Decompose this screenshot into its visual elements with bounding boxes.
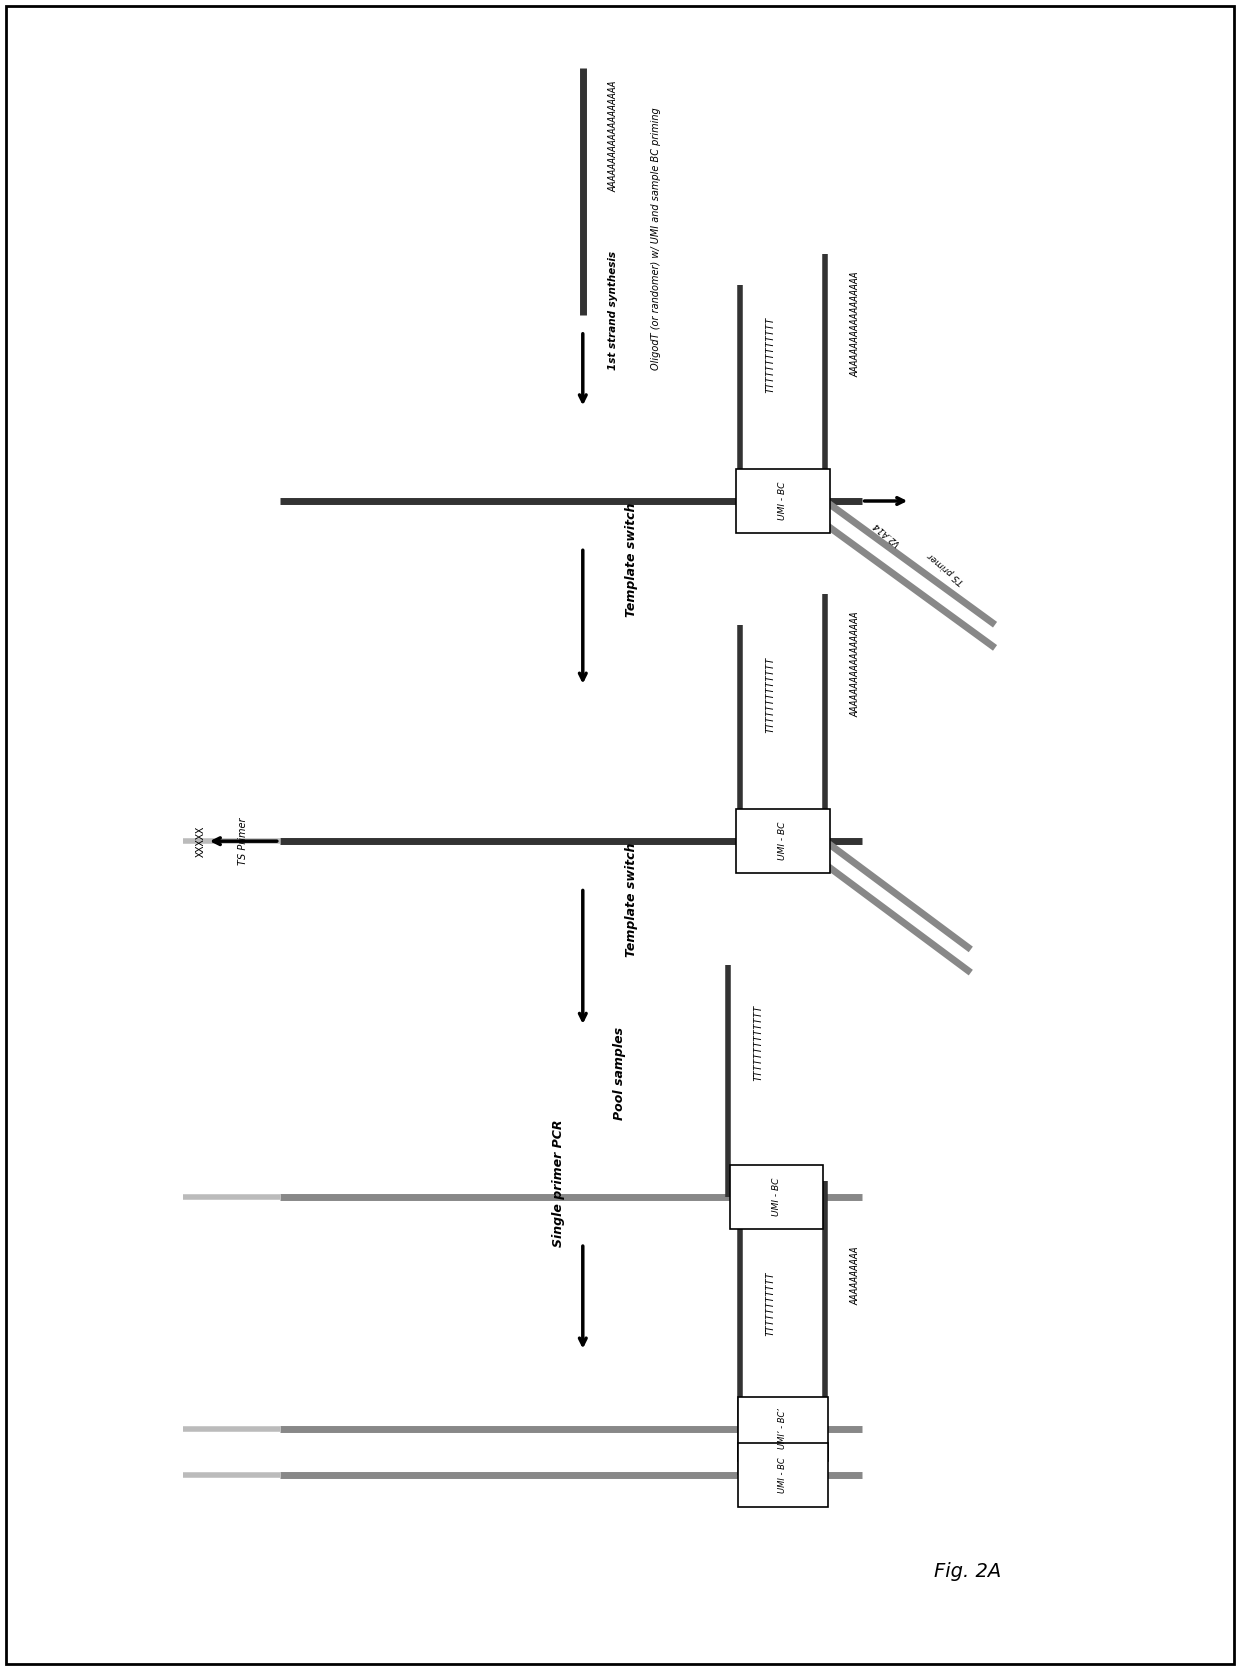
FancyBboxPatch shape — [737, 469, 830, 533]
Text: TTTTTTTTTTTTT: TTTTTTTTTTTTT — [766, 656, 776, 733]
Text: TS Primer: TS Primer — [238, 817, 248, 865]
Text: Pool samples: Pool samples — [613, 1027, 626, 1119]
Text: UMI - BC: UMI - BC — [779, 483, 787, 519]
Text: 1st strand synthesis: 1st strand synthesis — [608, 250, 618, 369]
Text: AAAAAAAAAAAAAAAAAA: AAAAAAAAAAAAAAAAAA — [851, 611, 861, 718]
Text: XXXXX: XXXXX — [196, 825, 206, 857]
Text: UMI - BC: UMI - BC — [779, 822, 787, 860]
Text: Template switch: Template switch — [625, 503, 637, 616]
Text: TS primer: TS primer — [926, 551, 966, 586]
Text: Template switch: Template switch — [625, 843, 637, 957]
Text: AAAAAAAAAAAAAAAAAAA: AAAAAAAAAAAAAAAAAAA — [608, 80, 618, 192]
FancyBboxPatch shape — [738, 1396, 828, 1461]
FancyBboxPatch shape — [730, 1164, 823, 1229]
Text: UMI - BC: UMI - BC — [773, 1177, 781, 1216]
Text: AAAAAAAAAAAAAAAAAA: AAAAAAAAAAAAAAAAAA — [851, 272, 861, 377]
Text: OligodT (or randomer) w/ UMI and sample BC priming: OligodT (or randomer) w/ UMI and sample … — [651, 107, 661, 369]
Text: TTTTTTTTTTT: TTTTTTTTTTT — [766, 1271, 776, 1336]
Text: UMI - BC: UMI - BC — [779, 1458, 787, 1493]
FancyBboxPatch shape — [737, 808, 830, 873]
Text: V2.A14: V2.A14 — [870, 519, 901, 548]
Text: AAAAAAAAAA: AAAAAAAAAA — [851, 1246, 861, 1304]
Text: Single primer PCR: Single primer PCR — [552, 1119, 565, 1247]
Text: Fig. 2A: Fig. 2A — [934, 1561, 1001, 1580]
Text: TTTTTTTTTTTTT: TTTTTTTTTTTTT — [766, 316, 776, 392]
Text: TTTTTTTTTTTTT: TTTTTTTTTTTTT — [754, 1004, 764, 1080]
Text: UMI’ - BC’: UMI’ - BC’ — [779, 1408, 787, 1450]
FancyBboxPatch shape — [738, 1443, 828, 1508]
